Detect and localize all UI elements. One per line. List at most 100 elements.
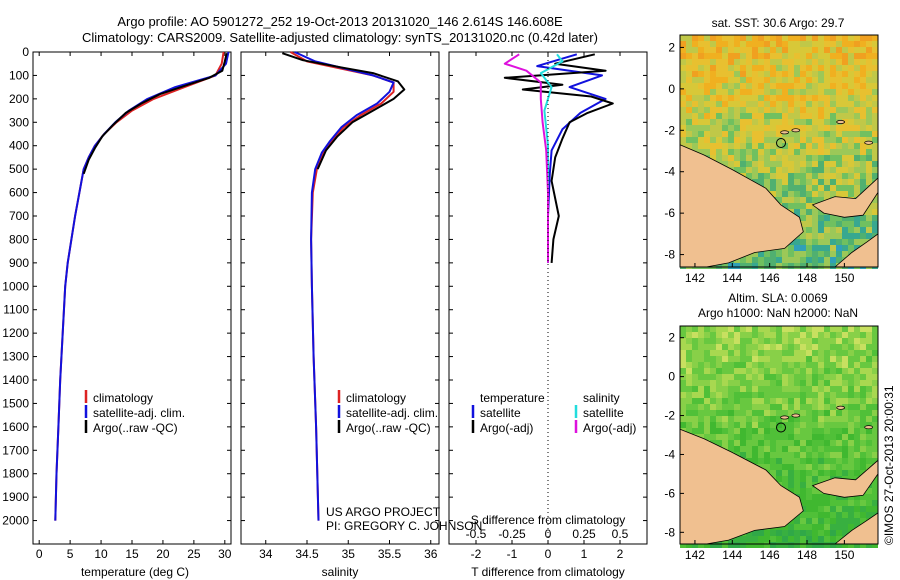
map-cell bbox=[824, 59, 830, 65]
map-cell bbox=[854, 77, 860, 83]
map-cell bbox=[740, 410, 746, 416]
map-cell bbox=[752, 257, 758, 263]
map-cell bbox=[818, 458, 824, 464]
map-cell bbox=[728, 59, 734, 65]
temperature-series bbox=[54, 51, 230, 521]
map-cell bbox=[686, 356, 692, 362]
map-cell bbox=[830, 440, 836, 446]
map-cell bbox=[740, 338, 746, 344]
map-cell bbox=[848, 494, 854, 500]
map-cell bbox=[806, 356, 812, 362]
map-cell bbox=[812, 155, 818, 161]
map-cell bbox=[692, 410, 698, 416]
map-cell bbox=[734, 440, 740, 446]
map-cell bbox=[794, 488, 800, 494]
map-cell bbox=[758, 107, 764, 113]
map-cell bbox=[872, 131, 878, 137]
map-cell bbox=[848, 155, 854, 161]
map-cell bbox=[842, 65, 848, 71]
map-cell bbox=[758, 350, 764, 356]
map-cell bbox=[836, 458, 842, 464]
map-cell bbox=[758, 251, 764, 257]
map-cell bbox=[770, 470, 776, 476]
map-cell bbox=[842, 35, 848, 41]
map-cell bbox=[830, 506, 836, 512]
map-cell bbox=[710, 386, 716, 392]
map-cell bbox=[758, 257, 764, 263]
x-tick-label: 2 bbox=[617, 547, 624, 561]
map-cell bbox=[698, 392, 704, 398]
map-cell bbox=[686, 113, 692, 119]
map-cell bbox=[788, 536, 794, 542]
map-cell bbox=[710, 83, 716, 89]
depth-tick-label: 300 bbox=[9, 115, 29, 129]
map-cell bbox=[698, 386, 704, 392]
map-cell bbox=[734, 65, 740, 71]
map-cell bbox=[818, 518, 824, 524]
map-cell bbox=[716, 392, 722, 398]
map-cell bbox=[824, 356, 830, 362]
map-cell bbox=[806, 494, 812, 500]
map-cell bbox=[866, 77, 872, 83]
map-cell bbox=[818, 257, 824, 263]
map-cell bbox=[752, 83, 758, 89]
map-frame bbox=[679, 325, 879, 545]
map-cell bbox=[764, 35, 770, 41]
map-cell bbox=[794, 35, 800, 41]
map-cell bbox=[722, 137, 728, 143]
map-cell bbox=[800, 71, 806, 77]
map-cell bbox=[776, 398, 782, 404]
map-cell bbox=[854, 362, 860, 368]
map-cell bbox=[728, 542, 734, 548]
map-cell bbox=[812, 464, 818, 470]
map-cell bbox=[854, 422, 860, 428]
legend-temp-satellite-label: satellite bbox=[480, 406, 521, 420]
map-cell bbox=[842, 404, 848, 410]
map-cell bbox=[782, 326, 788, 332]
map-cell bbox=[806, 107, 812, 113]
map-y-tick-label: -2 bbox=[664, 409, 675, 423]
map-cell bbox=[794, 245, 800, 251]
map-cell bbox=[752, 131, 758, 137]
map-cell bbox=[818, 89, 824, 95]
map-cell bbox=[722, 392, 728, 398]
map-cell bbox=[806, 518, 812, 524]
map-cell bbox=[836, 338, 842, 344]
map-cell bbox=[782, 482, 788, 488]
map-cell bbox=[686, 131, 692, 137]
map-cell bbox=[842, 500, 848, 506]
map-cell bbox=[860, 338, 866, 344]
map-cell bbox=[842, 119, 848, 125]
map-cell bbox=[866, 458, 872, 464]
map-cell bbox=[866, 380, 872, 386]
map-cell bbox=[740, 65, 746, 71]
map-cell bbox=[824, 362, 830, 368]
map-cell bbox=[806, 245, 812, 251]
map-cell bbox=[812, 239, 818, 245]
map-cell bbox=[872, 452, 878, 458]
map-cell bbox=[752, 125, 758, 131]
map-cell bbox=[830, 71, 836, 77]
map-cell bbox=[710, 392, 716, 398]
map-cell bbox=[836, 107, 842, 113]
map-cell bbox=[776, 137, 782, 143]
map-cell bbox=[752, 119, 758, 125]
map-cell bbox=[716, 41, 722, 47]
map-cell bbox=[800, 251, 806, 257]
map-cell bbox=[716, 374, 722, 380]
map-cell bbox=[746, 41, 752, 47]
map-cell bbox=[872, 215, 878, 221]
map-cell bbox=[800, 113, 806, 119]
series-line-satellite bbox=[294, 51, 395, 521]
map-cell bbox=[794, 83, 800, 89]
map-cell bbox=[830, 131, 836, 137]
map-cell bbox=[812, 233, 818, 239]
map-cell bbox=[794, 404, 800, 410]
map-cell bbox=[698, 542, 704, 548]
map-cell bbox=[794, 53, 800, 59]
map-cell bbox=[794, 95, 800, 101]
map-cell bbox=[716, 137, 722, 143]
map-cell bbox=[860, 392, 866, 398]
map-cell bbox=[848, 179, 854, 185]
map-cell bbox=[680, 404, 686, 410]
